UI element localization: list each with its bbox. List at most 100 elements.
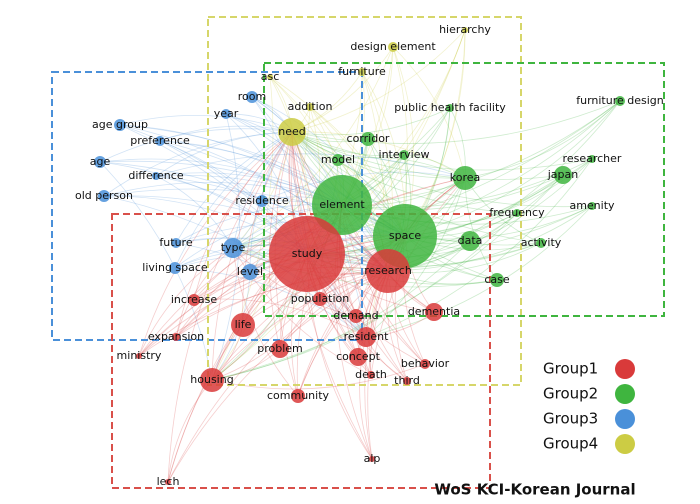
node [332,154,344,166]
node [171,238,181,248]
edge [232,159,339,249]
edge [291,131,466,179]
node-label: preference [130,134,190,147]
edge [291,46,394,133]
node-label: furniture design [576,94,664,107]
node [242,264,258,280]
node-label: living space [142,261,208,274]
node-label: death [355,368,387,381]
cluster-box [207,16,522,386]
node-label: furniture [338,65,386,78]
node-label: age [90,155,111,168]
edge [341,100,621,206]
node-label: problem [257,342,303,355]
node-label: demand [333,309,378,322]
edge [232,247,357,317]
node [291,389,305,403]
edge [291,100,621,144]
node-label: public health facility [394,101,506,114]
node [256,195,268,207]
node [136,353,142,359]
edge [306,100,621,255]
edge [211,240,471,381]
node [490,273,504,287]
node [269,216,345,292]
edge [175,131,293,338]
node-label: amenity [569,199,615,212]
legend-swatch [615,409,635,429]
node [221,109,231,119]
node-label: space [389,229,422,242]
node-label: researcher [563,152,622,165]
node [366,249,410,293]
node [172,333,180,341]
edge [119,124,406,237]
node [313,292,327,306]
cluster-boxes [51,16,665,489]
node [165,479,171,485]
node [169,262,181,274]
node-label: interview [379,148,430,161]
node-label: asc [261,70,280,83]
edge [290,131,373,460]
node [200,368,224,392]
node [114,119,126,131]
edge [159,140,367,338]
node-label: data [458,234,483,247]
edge [99,161,213,381]
node [462,27,468,33]
node [420,359,430,369]
node-label: increase [171,293,218,306]
edge [464,100,621,179]
node [388,42,398,52]
node [554,166,572,184]
node-label: population [291,292,350,305]
edge [138,131,293,357]
node-label: concept [336,350,381,363]
legend-label: Group3 [543,410,598,428]
edge [167,270,389,483]
node-label: housing [190,373,233,386]
edge [175,270,389,338]
edge [155,175,234,249]
edge [155,153,466,179]
node [588,202,596,210]
legend: Group1 Group2 Group3 Group4 [543,359,635,454]
edge [155,174,406,237]
node [536,238,546,248]
edge [232,131,293,249]
node-label: difference [128,169,183,182]
nodes [94,27,625,485]
edge [365,158,593,338]
edge [341,29,466,206]
node-label: room [238,90,266,103]
legend-label: Group2 [543,385,598,403]
node-label: year [214,107,239,120]
edge [365,177,466,338]
node [231,313,255,337]
node-label: model [321,153,355,166]
node-label: third [394,374,420,387]
edge [387,205,593,272]
node [403,377,411,385]
node [246,91,258,103]
edge [103,131,293,197]
node-label: corridor [347,132,390,145]
node [446,104,454,112]
node [369,456,375,462]
edge [291,131,471,242]
node [399,150,409,160]
node-label: addition [288,100,333,113]
edge [361,71,385,338]
cluster-box [111,213,491,489]
edge [99,158,343,206]
legend-swatch [615,434,635,454]
node [188,294,200,306]
edge [167,235,406,483]
node [453,166,477,190]
edge [193,298,367,338]
node-label: ministry [117,349,162,362]
edge [119,124,343,206]
node-label: japan [547,168,579,181]
